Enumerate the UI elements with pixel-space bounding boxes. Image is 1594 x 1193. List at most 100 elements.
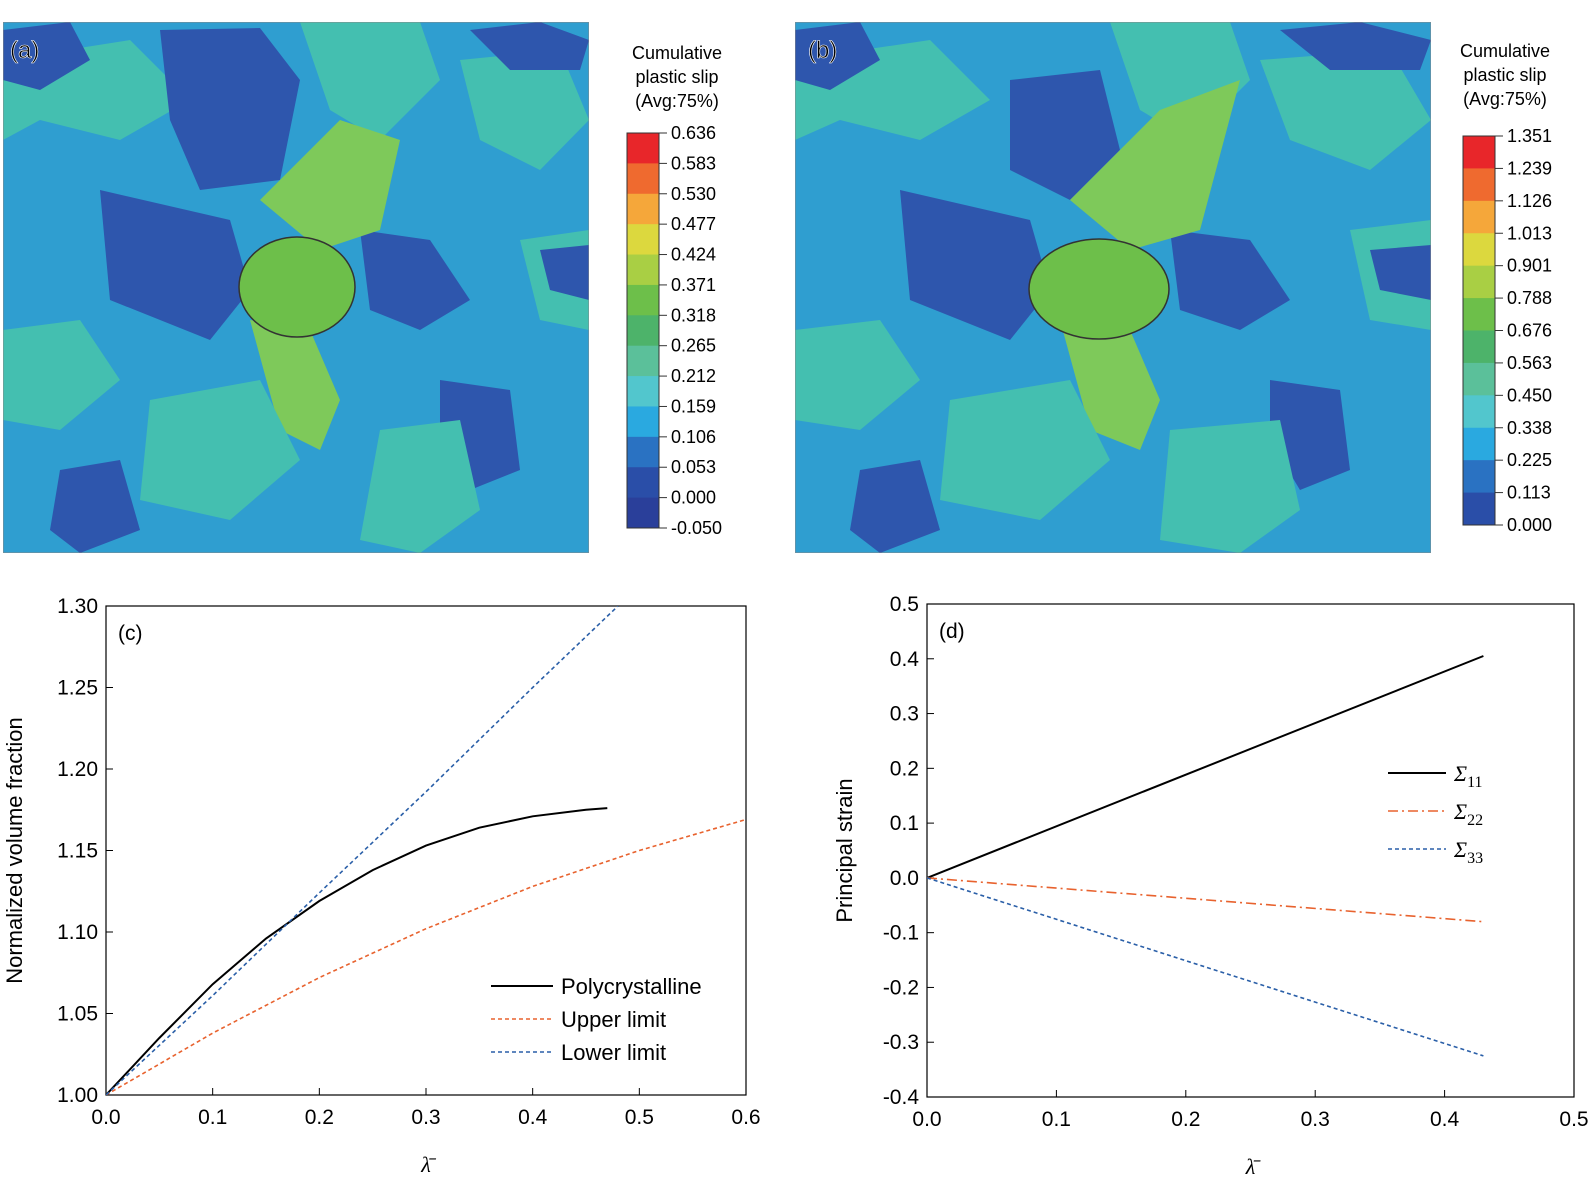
y-tick-label: 1.05 — [57, 1003, 98, 1026]
y-tick-label: 1.10 — [57, 921, 98, 944]
legend-b-swatch — [1463, 200, 1495, 234]
legend-title-b-line1: Cumulative — [1460, 41, 1550, 61]
y-tick-label: 0.3 — [890, 703, 919, 726]
plot-frame — [926, 603, 1575, 1098]
contour-map-b — [795, 22, 1431, 553]
y-axis-label: Normalized volume fraction — [2, 717, 27, 984]
legend-a-value: 0.636 — [671, 123, 716, 143]
panel-label-b: (b) — [808, 37, 837, 64]
legend-a-value: 0.371 — [671, 275, 716, 295]
legend-a-swatch — [627, 497, 659, 529]
legend-a-value: 0.424 — [671, 245, 716, 265]
series-line-1 — [106, 807, 608, 1095]
hole-inclusion-a — [238, 236, 356, 338]
legend-a-swatch — [627, 436, 659, 468]
series-line-2 — [927, 877, 1484, 923]
legend-b-value: 0.563 — [1507, 353, 1552, 373]
series-line-2 — [106, 818, 746, 1095]
legend-b-value: 1.351 — [1507, 126, 1552, 146]
legend-a-swatch — [627, 133, 659, 164]
legend-a-value: 0.265 — [671, 336, 716, 356]
panel-label-a: (a) — [10, 37, 39, 64]
legend-title-a-line2: plastic slip — [635, 67, 718, 87]
legend-a-value: -0.050 — [671, 518, 722, 538]
legend-b-swatch — [1463, 330, 1495, 364]
legend-b-swatch — [1463, 265, 1495, 299]
legend-a-value: 0.159 — [671, 396, 716, 416]
legend-b-swatch — [1463, 168, 1495, 202]
legend-b-swatch — [1463, 427, 1495, 461]
series-line-1 — [927, 655, 1484, 879]
legend-label-2: Σ22 — [1453, 799, 1483, 829]
chart-c: 0.0 0.1 0.2 0.3 0.4 0.5 0.6 1.00 1.05 1.10 1.15 1.2… — [2, 595, 761, 1177]
legend-title-b-line3: (Avg:75%) — [1463, 89, 1547, 109]
x-tick-label: 0.3 — [411, 1106, 440, 1129]
x-tick-label: 0.2 — [305, 1106, 334, 1129]
y-tick-label: 0.0 — [890, 867, 919, 890]
legend-a-value: 0.106 — [671, 427, 716, 447]
legend-title-a-line3: (Avg:75%) — [635, 91, 719, 111]
legend-a-swatch — [627, 224, 659, 256]
legend-b-value: 0.788 — [1507, 288, 1552, 308]
y-tick-label: 0.5 — [890, 593, 919, 616]
legend-a-swatch — [627, 376, 659, 407]
x-tick-label: 0.1 — [198, 1106, 227, 1129]
legend-label-2: Upper limit — [561, 1007, 666, 1032]
legend-b-swatch — [1463, 362, 1495, 396]
x-tick-label: 0.5 — [625, 1106, 654, 1129]
y-tick-label: 0.2 — [890, 757, 919, 780]
hole-inclusion-b — [1028, 238, 1170, 340]
legend-a-value: 0.053 — [671, 457, 716, 477]
contour-map-a — [3, 22, 589, 553]
legend-title-a-line1: Cumulative — [632, 43, 722, 63]
legend-a-value: 0.318 — [671, 305, 716, 325]
x-tick-label: 0.1 — [1042, 1108, 1071, 1131]
x-axis-label: λ̄ — [420, 1152, 437, 1177]
legend-b-value: 0.000 — [1507, 515, 1552, 535]
x-axis-label: λ̄ — [1245, 1154, 1262, 1179]
chart-d: 0.0 0.1 0.2 0.3 0.4 0.5 -0.4 -0.3 -0.2 -0.1 0.0 0.1… — [832, 593, 1589, 1179]
legend-a-swatch — [627, 193, 659, 225]
y-tick-label: 1.25 — [57, 677, 98, 700]
x-tick-label: 0.3 — [1301, 1108, 1330, 1131]
y-tick-label: 1.20 — [57, 758, 98, 781]
legend-b-swatch — [1463, 395, 1495, 429]
legend-a-swatch — [627, 467, 659, 499]
x-tick-label: 0.0 — [91, 1106, 120, 1129]
legend-b-value: 0.113 — [1507, 483, 1551, 503]
legend-b-value: 0.338 — [1507, 418, 1552, 438]
y-tick-label: -0.3 — [883, 1031, 919, 1054]
legend-label-3: Σ33 — [1453, 837, 1483, 867]
color-legend-a: Cumulative plastic slip (Avg:75%) 0.636 0… — [626, 43, 722, 538]
y-tick-label: 1.00 — [57, 1084, 98, 1107]
legend-a-value: 0.477 — [671, 214, 716, 234]
legend-a-swatch — [627, 254, 659, 286]
legend-a-swatch — [627, 315, 659, 347]
y-tick-label: -0.4 — [883, 1086, 920, 1109]
series-line-3 — [106, 606, 619, 1095]
legend-b-value: 0.676 — [1507, 321, 1552, 341]
legend-b-value: 0.225 — [1507, 450, 1552, 470]
legend-a-value: 0.000 — [671, 488, 716, 508]
y-tick-label: 0.1 — [890, 812, 919, 835]
legend-b-swatch — [1463, 492, 1495, 526]
y-tick-label: 1.15 — [57, 840, 98, 863]
legend-a-value: 0.583 — [671, 153, 716, 173]
y-tick-label: -0.2 — [883, 976, 919, 999]
legend-a-swatch — [627, 163, 659, 195]
x-tick-label: 0.4 — [518, 1106, 548, 1129]
legend-b-swatch — [1463, 298, 1495, 331]
legend-b-value: 1.013 — [1507, 223, 1552, 243]
y-tick-label: 0.4 — [890, 648, 920, 671]
x-tick-label: 0.6 — [731, 1106, 760, 1129]
legend-b-value: 1.126 — [1507, 191, 1552, 211]
legend-b-swatch — [1463, 136, 1495, 169]
legend-a-swatch — [627, 345, 659, 377]
legend-b-swatch — [1463, 233, 1495, 267]
legend-a-bar-frame — [626, 132, 660, 529]
legend-b-value: 1.239 — [1507, 158, 1552, 178]
panel-label: (c) — [118, 622, 143, 645]
legend-a-value: 0.212 — [671, 366, 716, 386]
y-tick-label: 1.30 — [57, 595, 98, 618]
